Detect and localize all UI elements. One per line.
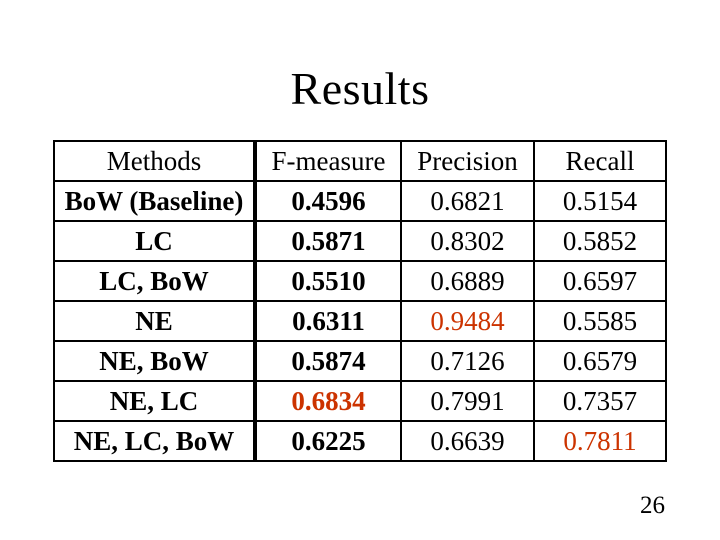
- table-row: BoW (Baseline) 0.4596 0.6821 0.5154: [53, 180, 667, 222]
- method-cell: NE: [53, 300, 257, 342]
- metric-cell: 0.6639: [400, 420, 535, 462]
- column-header-recall: Recall: [533, 140, 667, 182]
- metric-cell: 0.9484: [400, 300, 535, 342]
- metric-cell: 0.6834: [254, 380, 402, 422]
- table-row: LC 0.5871 0.8302 0.5852: [53, 220, 667, 262]
- metric-cell: 0.7991: [400, 380, 535, 422]
- metric-cell: 0.5154: [533, 180, 667, 222]
- metric-cell: 0.7811: [533, 420, 667, 462]
- page-number: 26: [640, 492, 665, 519]
- column-header-fmeasure: F-measure: [254, 140, 402, 182]
- results-table-body: BoW (Baseline) 0.4596 0.6821 0.5154 LC 0.5871…: [53, 180, 667, 462]
- table-row: NE, BoW 0.5874 0.7126 0.6579: [53, 340, 667, 382]
- metric-cell: 0.6821: [400, 180, 535, 222]
- metric-cell: 0.6225: [254, 420, 402, 462]
- metric-cell: 0.7357: [533, 380, 667, 422]
- method-cell: LC, BoW: [53, 260, 257, 302]
- metric-cell: 0.5852: [533, 220, 667, 262]
- metric-cell: 0.7126: [400, 340, 535, 382]
- method-cell: NE, LC: [53, 380, 257, 422]
- table-row: NE, LC 0.6834 0.7991 0.7357: [53, 380, 667, 422]
- slide-title: Results: [290, 63, 430, 114]
- metric-cell: 0.6311: [254, 300, 402, 342]
- method-cell: NE, LC, BoW: [53, 420, 257, 462]
- metric-cell: 0.5585: [533, 300, 667, 342]
- metric-cell: 0.4596: [254, 180, 402, 222]
- metric-cell: 0.6889: [400, 260, 535, 302]
- table-row: NE, LC, BoW 0.6225 0.6639 0.7811: [53, 420, 667, 462]
- method-cell: BoW (Baseline): [53, 180, 257, 222]
- metric-cell: 0.6597: [533, 260, 667, 302]
- metric-cell: 0.5510: [254, 260, 402, 302]
- results-table: Methods F-measure Precision Recall BoW (…: [53, 140, 667, 462]
- method-cell: LC: [53, 220, 257, 262]
- column-header-precision: Precision: [400, 140, 535, 182]
- metric-cell: 0.5874: [254, 340, 402, 382]
- table-row: NE 0.6311 0.9484 0.5585: [53, 300, 667, 342]
- method-cell: NE, BoW: [53, 340, 257, 382]
- column-header-methods: Methods: [53, 140, 257, 182]
- table-header-row: Methods F-measure Precision Recall: [53, 140, 667, 182]
- table-row: LC, BoW 0.5510 0.6889 0.6597: [53, 260, 667, 302]
- metric-cell: 0.6579: [533, 340, 667, 382]
- metric-cell: 0.5871: [254, 220, 402, 262]
- metric-cell: 0.8302: [400, 220, 535, 262]
